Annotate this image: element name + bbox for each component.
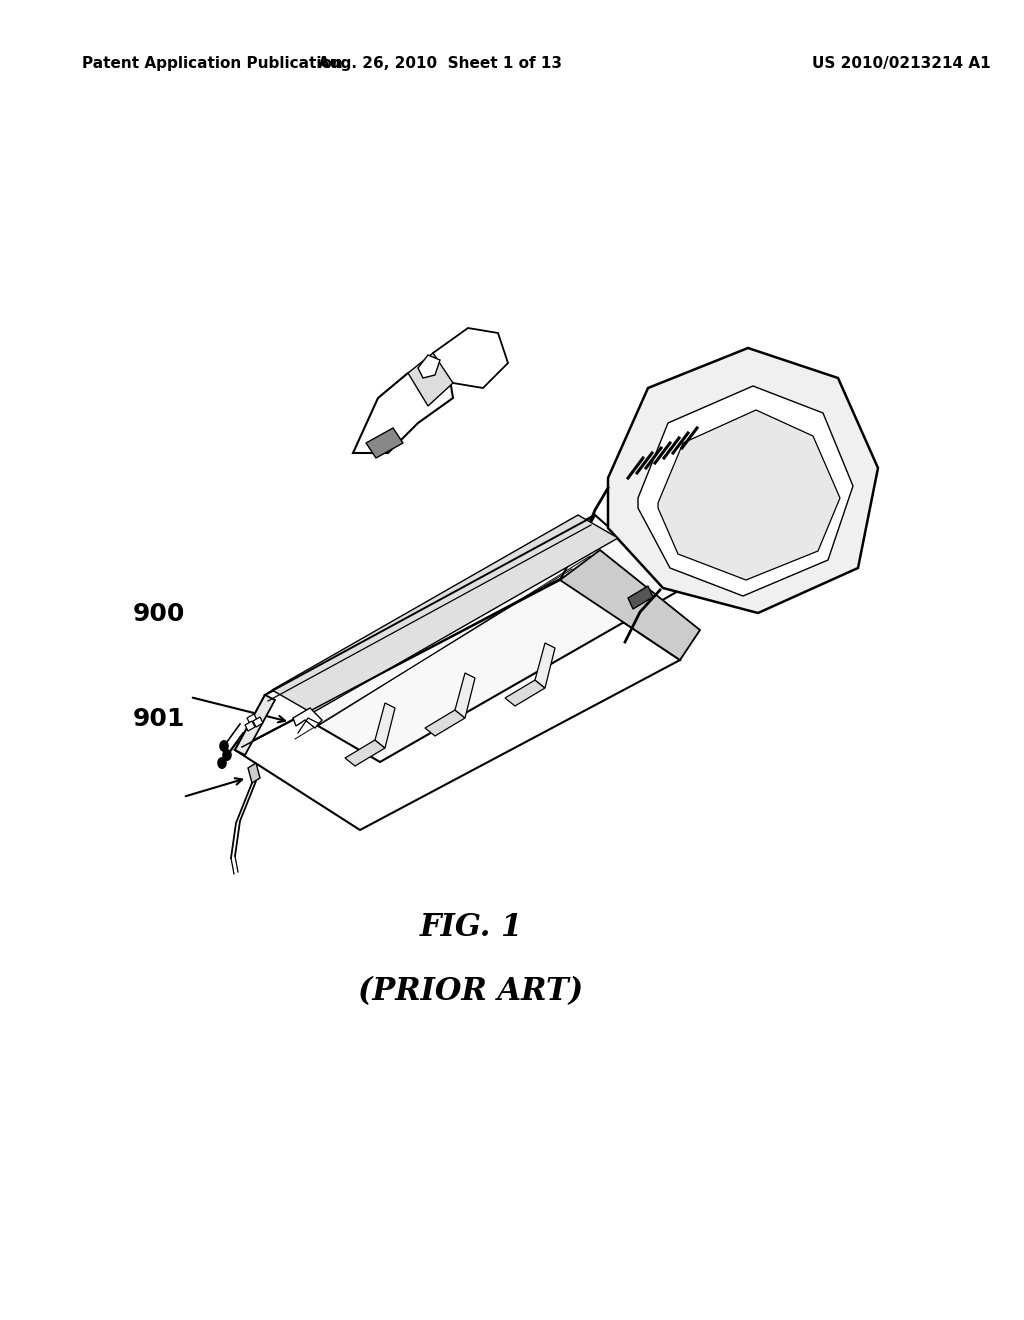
Polygon shape bbox=[455, 673, 475, 718]
Polygon shape bbox=[234, 515, 595, 750]
Circle shape bbox=[223, 750, 231, 760]
Circle shape bbox=[218, 758, 226, 768]
Polygon shape bbox=[245, 721, 255, 731]
Polygon shape bbox=[247, 714, 257, 723]
Polygon shape bbox=[234, 579, 680, 830]
Polygon shape bbox=[535, 643, 555, 688]
Text: 900: 900 bbox=[132, 602, 185, 626]
Polygon shape bbox=[560, 550, 700, 660]
Text: US 2010/0213214 A1: US 2010/0213214 A1 bbox=[812, 55, 990, 71]
Text: Patent Application Publication: Patent Application Publication bbox=[82, 55, 343, 71]
Polygon shape bbox=[272, 515, 618, 713]
Polygon shape bbox=[418, 355, 440, 378]
Polygon shape bbox=[248, 763, 260, 783]
Text: (PRIOR ART): (PRIOR ART) bbox=[358, 975, 584, 1007]
Polygon shape bbox=[638, 385, 853, 597]
Polygon shape bbox=[234, 696, 275, 755]
Polygon shape bbox=[628, 586, 653, 609]
Polygon shape bbox=[345, 741, 385, 766]
Polygon shape bbox=[433, 327, 508, 388]
Polygon shape bbox=[608, 348, 878, 612]
Polygon shape bbox=[505, 680, 545, 706]
Polygon shape bbox=[658, 411, 840, 579]
Polygon shape bbox=[366, 428, 403, 458]
Circle shape bbox=[220, 741, 228, 751]
Polygon shape bbox=[408, 352, 453, 407]
Text: FIG. 1: FIG. 1 bbox=[420, 912, 522, 944]
Polygon shape bbox=[293, 708, 322, 729]
Polygon shape bbox=[253, 717, 263, 727]
Text: 901: 901 bbox=[132, 708, 185, 731]
Polygon shape bbox=[353, 368, 453, 453]
Text: Aug. 26, 2010  Sheet 1 of 13: Aug. 26, 2010 Sheet 1 of 13 bbox=[318, 55, 562, 71]
Polygon shape bbox=[265, 515, 680, 762]
Polygon shape bbox=[425, 710, 465, 737]
Polygon shape bbox=[375, 704, 395, 748]
